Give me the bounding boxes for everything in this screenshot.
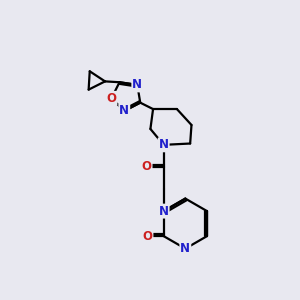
Text: O: O <box>142 230 152 243</box>
Text: N: N <box>159 205 169 218</box>
Text: O: O <box>142 160 152 173</box>
Text: N: N <box>180 242 190 255</box>
Text: N: N <box>159 138 169 151</box>
Text: N: N <box>132 78 142 92</box>
Text: N: N <box>119 104 129 118</box>
Text: O: O <box>106 92 116 105</box>
